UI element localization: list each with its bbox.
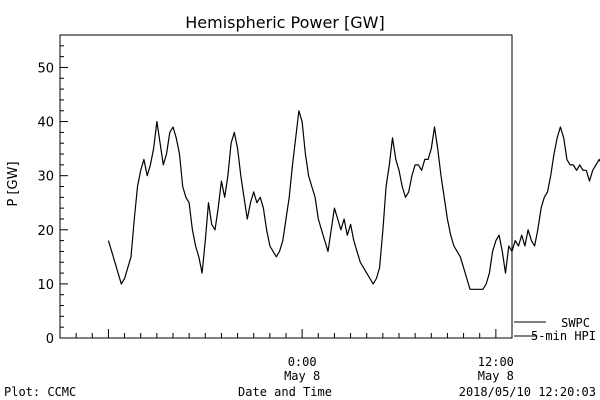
y-tick-label: 50 [37, 61, 54, 76]
x-tick-label-date: May 8 [284, 369, 320, 383]
x-axis-label: Date and Time [238, 385, 332, 399]
y-axis-label: P [GW] [6, 161, 21, 206]
y-tick-label: 30 [37, 170, 54, 185]
x-tick-label-date: May 8 [478, 369, 514, 383]
series-layer [107, 110, 600, 290]
series-line-5-min-hpi [107, 110, 600, 290]
footer-credit: Plot: CCMC [4, 385, 76, 399]
y-tick-label: 40 [37, 116, 54, 131]
plot-frame [59, 34, 513, 339]
legend-label: SWPC [561, 316, 590, 330]
chart-title: Hemispheric Power [GW] [185, 13, 384, 32]
legend-label: 5-min HPI [531, 329, 596, 343]
x-tick-label-time: 0:00 [288, 355, 317, 369]
y-tick-label: 20 [37, 224, 54, 239]
y-axis: 0 10 20 30 40 50 [37, 34, 68, 347]
x-tick-label-time: 12:00 [478, 355, 514, 369]
footer-timestamp: 2018/05/10 12:20:03 [459, 385, 596, 399]
y-tick-label: 10 [37, 278, 54, 293]
y-tick-label: 0 [46, 332, 54, 347]
